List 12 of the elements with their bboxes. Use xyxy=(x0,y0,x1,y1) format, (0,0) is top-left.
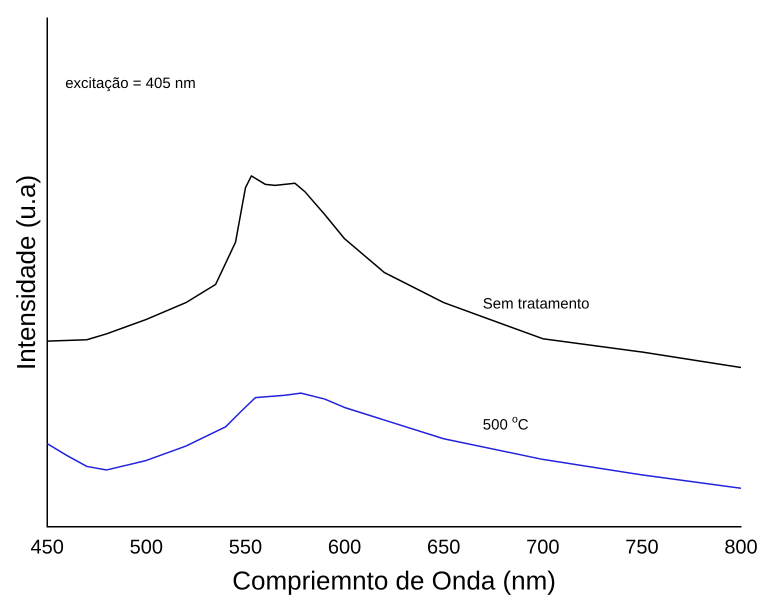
text: excitação = 405 nm xyxy=(65,75,196,92)
x-tick-label: 550 xyxy=(228,536,262,558)
x-axis-title: Compriemnto de Onda (nm) xyxy=(232,566,556,596)
y-axis-title: Intensidade (u.a) xyxy=(10,174,41,370)
x-tick-label: 800 xyxy=(724,536,758,558)
x-tick-label: 500 xyxy=(130,536,163,558)
x-tick-label: 600 xyxy=(328,536,362,558)
x-tick-label: 700 xyxy=(526,536,560,558)
x-tick-label: 450 xyxy=(30,536,64,558)
x-tick-label: 650 xyxy=(426,536,460,558)
series-label: Sem tratamento xyxy=(482,296,590,313)
x-tick-label: 750 xyxy=(625,536,659,558)
